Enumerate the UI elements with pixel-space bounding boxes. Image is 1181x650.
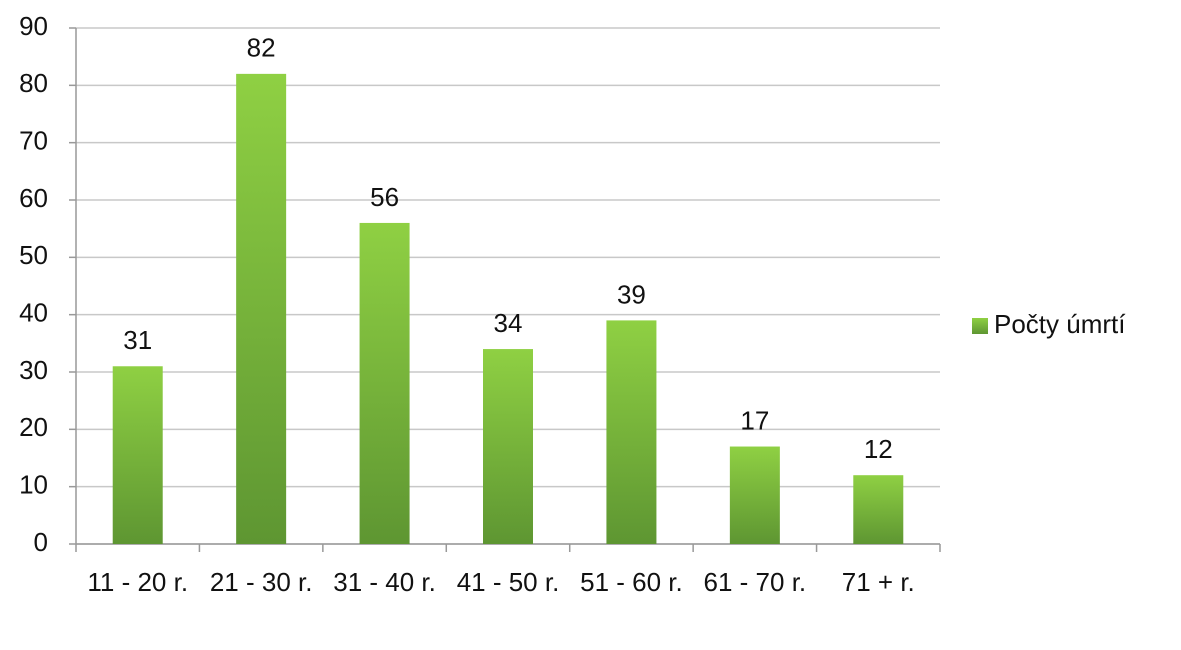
data-label: 31	[123, 325, 152, 355]
data-label: 39	[617, 279, 646, 309]
data-label: 34	[494, 308, 523, 338]
x-tick-label: 31 - 40 r.	[333, 567, 436, 597]
data-label: 17	[740, 405, 769, 435]
bar	[359, 222, 410, 544]
y-tick-label: 10	[19, 470, 48, 500]
bar	[729, 446, 780, 544]
y-tick-label: 80	[19, 68, 48, 98]
y-tick-label: 50	[19, 240, 48, 270]
x-tick-label: 11 - 20 r.	[87, 567, 189, 597]
y-tick-label: 70	[19, 126, 48, 156]
data-label: 82	[247, 33, 276, 63]
legend-marker	[972, 318, 988, 334]
y-tick-label: 40	[19, 298, 48, 328]
x-tick-label: 61 - 70 r.	[703, 567, 807, 597]
y-tick-label: 0	[34, 527, 48, 557]
y-tick-label: 60	[19, 183, 48, 213]
bar	[606, 320, 657, 544]
legend-label: Počty úmrtí	[994, 309, 1126, 339]
x-tick-label: 41 - 50 r.	[456, 567, 560, 597]
bar	[112, 366, 163, 544]
y-tick-label: 20	[19, 412, 48, 442]
x-tick-label: 51 - 60 r.	[580, 567, 683, 597]
bar	[483, 349, 533, 544]
data-label: 56	[370, 182, 399, 212]
x-tick-label: 21 - 30 r.	[209, 567, 313, 597]
y-tick-label: 90	[19, 11, 48, 41]
y-tick-label: 30	[19, 355, 48, 385]
bar	[236, 73, 287, 544]
bar	[853, 475, 904, 544]
data-label: 12	[864, 434, 893, 464]
x-tick-label: 71 + r.	[841, 567, 915, 597]
